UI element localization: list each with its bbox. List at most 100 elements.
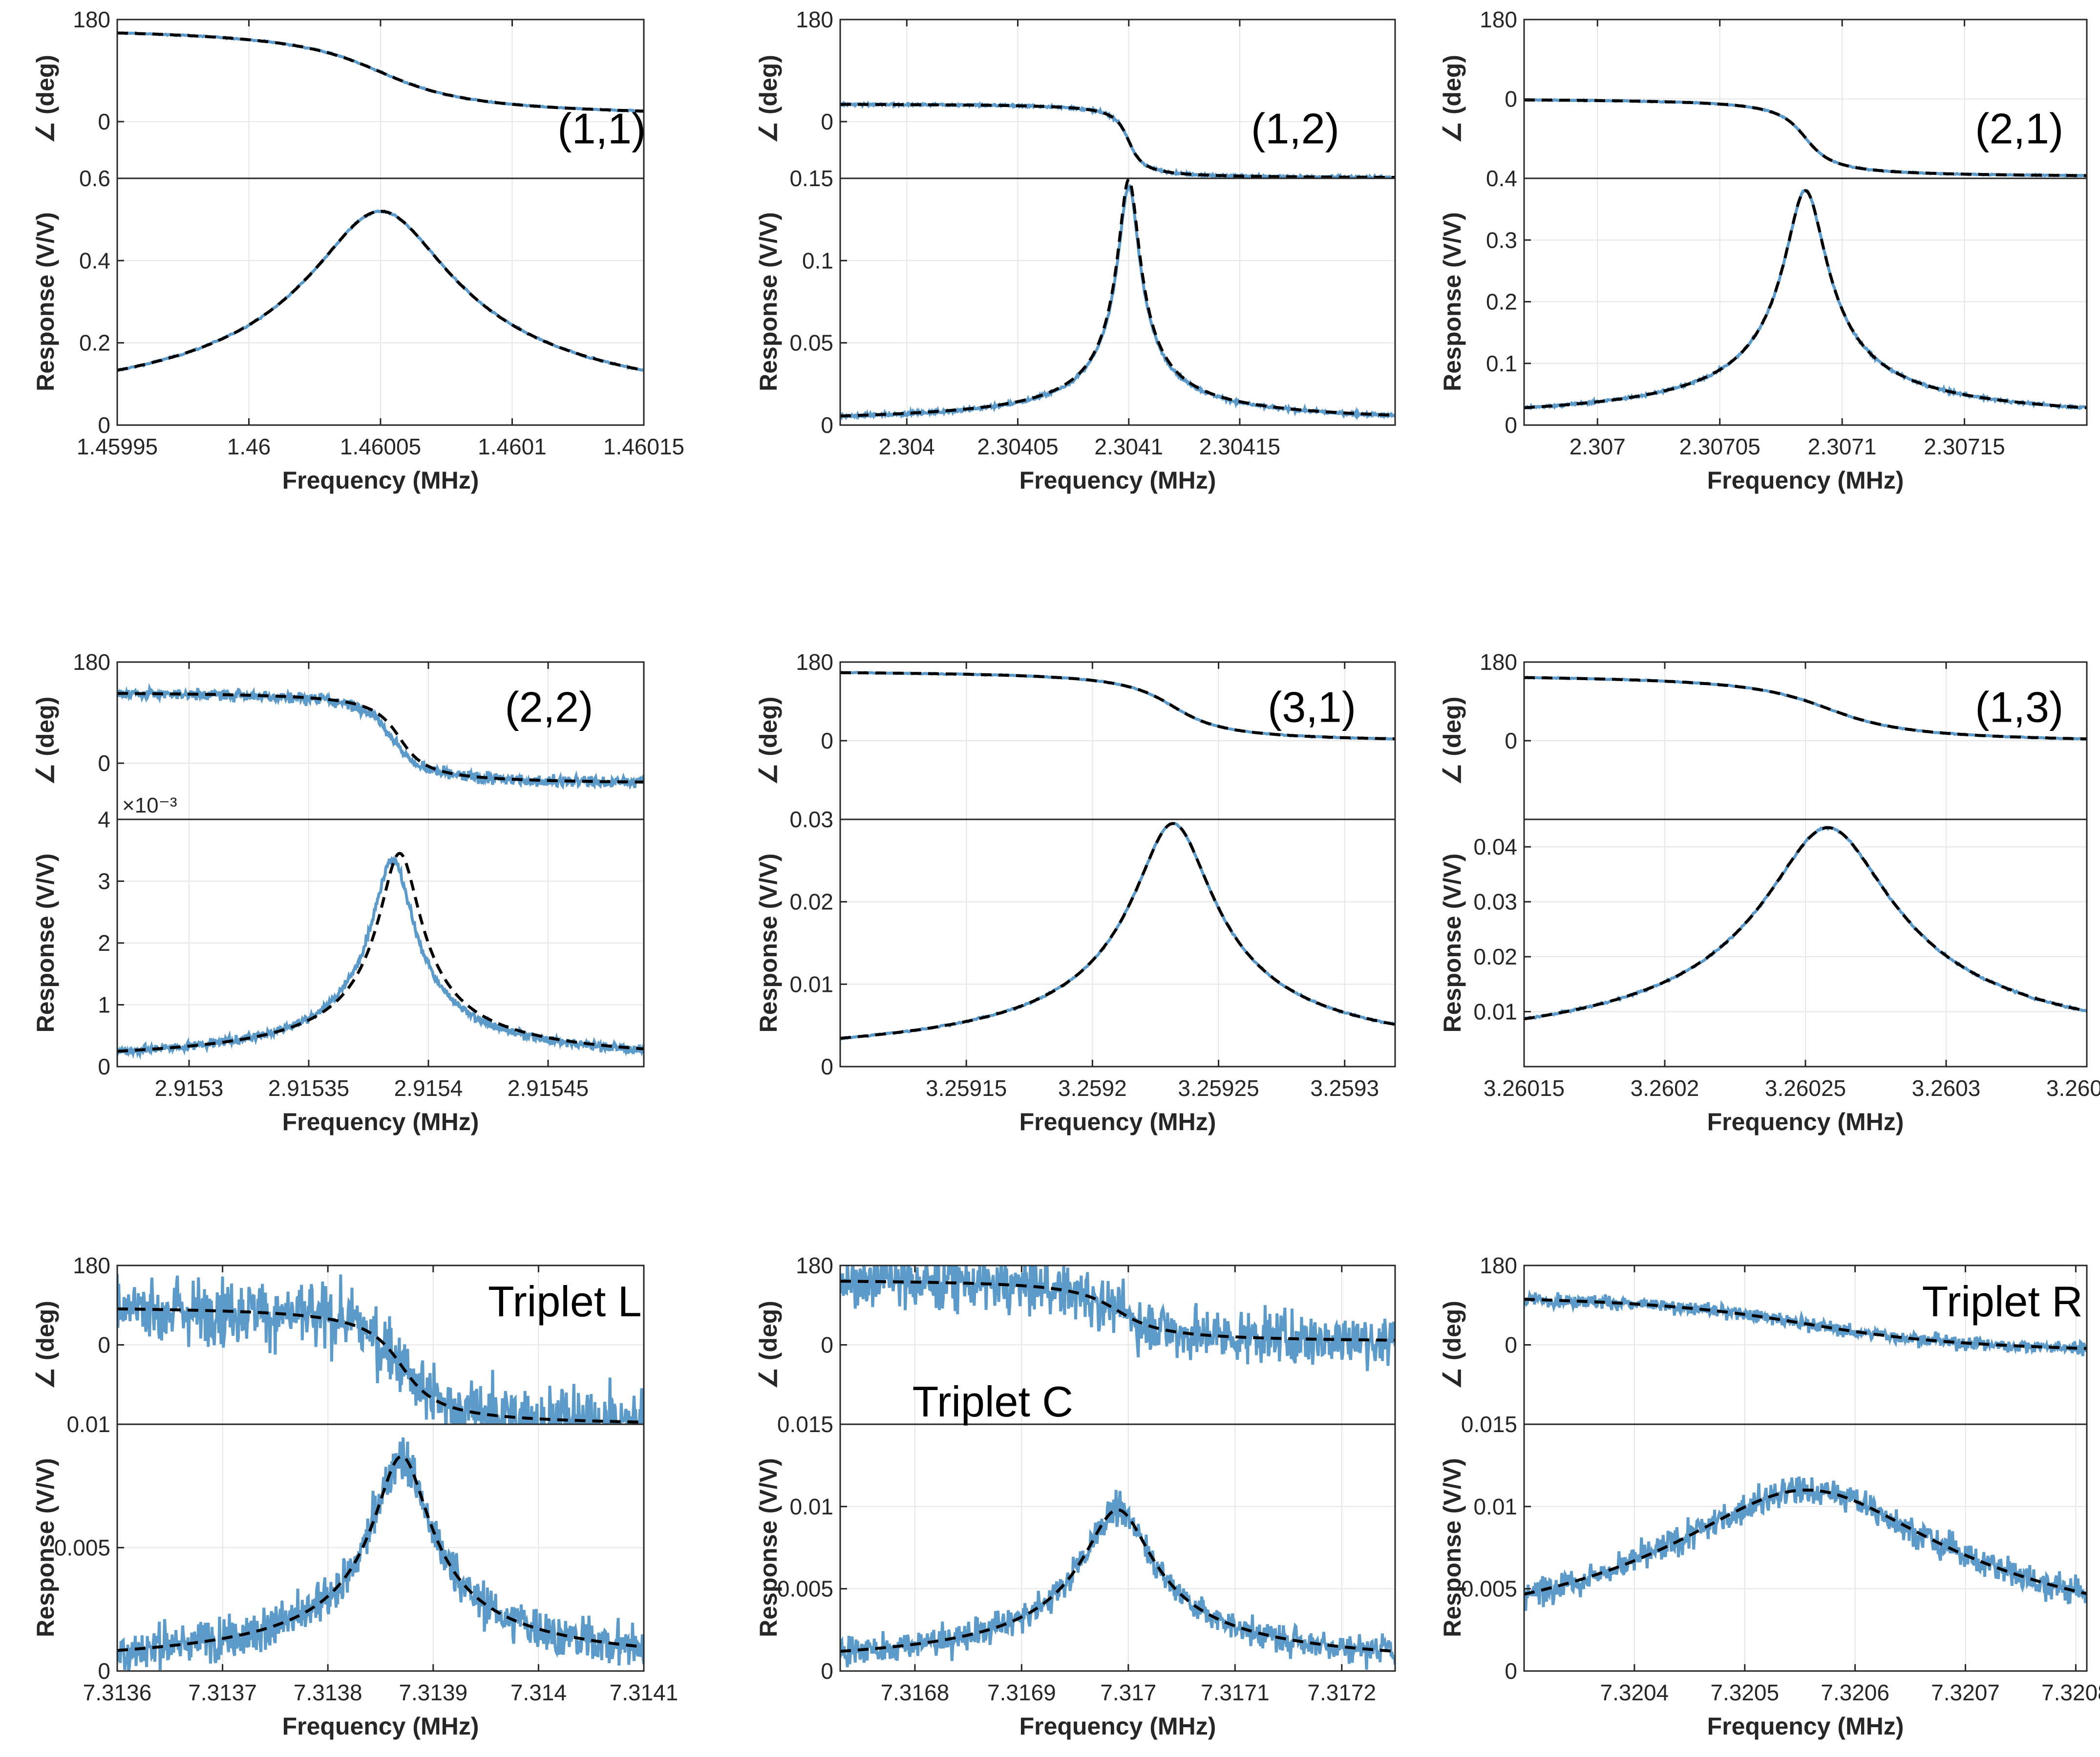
y-axis-label: Response (V/V) (755, 1458, 782, 1637)
panel-7: 7.3136 7.3137 7.3138 7.3139 7.314 7.3141 0 0.00… (32, 1253, 678, 1740)
x-tick-label: 2.3071 (1808, 434, 1877, 459)
y-tick-label: 0.005 (1461, 1576, 1517, 1602)
y-tick-label: 0.01 (1473, 1494, 1517, 1519)
x-tick-label: 3.26015 (1484, 1075, 1565, 1101)
fit-response-series (1524, 826, 2087, 1021)
y-tick-label: 1 (98, 992, 110, 1018)
x-tick-label: 3.26025 (1765, 1075, 1846, 1101)
phase-tick-label: 0 (821, 728, 833, 753)
y-axis-label: Response (V/V) (755, 212, 782, 391)
y-tick-label: 0 (821, 1658, 833, 1684)
mode-label: (2,2) (505, 683, 593, 731)
fit-phase-series (1524, 1298, 2087, 1350)
y-tick-label: 4 (98, 807, 110, 832)
y-tick-label: 0.04 (1473, 834, 1517, 859)
y-tick-label: 0.005 (54, 1535, 110, 1561)
phase-tick-label: 180 (796, 649, 833, 675)
x-tick-label: 2.91545 (508, 1075, 589, 1101)
response-axes-box (839, 177, 1396, 426)
panel-background (117, 662, 644, 1067)
phase-axis-label: ∠ (deg) (1439, 697, 1466, 785)
measured-response-series (117, 1437, 644, 1671)
x-tick-label: 3.25925 (1178, 1075, 1259, 1101)
x-tick-label: 7.3206 (1821, 1680, 1889, 1705)
phase-tick-label: 0 (821, 109, 833, 134)
y-tick-label: 0 (821, 412, 833, 438)
y-tick-label: 0 (98, 412, 110, 438)
panel-3: 2.307 2.30705 2.3071 2.30715 0 0.1 0.2 0.3 0.4 18… (1439, 7, 2088, 494)
x-tick-label: 2.304 (879, 434, 935, 459)
phase-tick-label: 0 (1505, 1332, 1517, 1358)
mode-label: (1,3) (1975, 683, 2063, 731)
y-tick-label: 0.03 (1473, 889, 1517, 915)
fit-response-series (840, 178, 1395, 418)
y-tick-label: 0.01 (789, 971, 833, 997)
response-axes-box (839, 1423, 1396, 1672)
mode-label: (2,1) (1975, 105, 2063, 153)
measured-response-series (840, 1490, 1395, 1670)
y-tick-label: 3 (98, 869, 110, 894)
phase-tick-label: 0 (98, 109, 110, 134)
phase-axis-label: ∠ (deg) (755, 55, 782, 143)
x-axis-label: Frequency (MHz) (282, 467, 479, 494)
phase-tick-label: 180 (796, 7, 833, 32)
x-tick-label: 7.3208 (2041, 1680, 2100, 1705)
fit-response-series (840, 822, 1395, 1040)
y-axis-label: Response (V/V) (32, 854, 59, 1033)
x-tick-label: 7.317 (1100, 1680, 1156, 1705)
y-exponent-label: ×10⁻³ (122, 793, 177, 817)
x-tick-label: 3.2593 (1310, 1075, 1379, 1101)
mode-label: (1,2) (1251, 105, 1339, 153)
panel-background (1524, 20, 2087, 425)
x-tick-label: 3.25915 (926, 1075, 1007, 1101)
panel-1: 1.45995 1.46 1.46005 1.4601 1.46015 0 0.2 0.4 0.… (32, 7, 684, 494)
mode-label: (1,1) (557, 105, 646, 153)
phase-tick-label: 0 (821, 1332, 833, 1358)
x-tick-label: 3.26035 (2046, 1075, 2100, 1101)
x-tick-label: 2.307 (1570, 434, 1626, 459)
x-tick-label: 1.46005 (340, 434, 421, 459)
y-tick-label: 0.02 (789, 889, 833, 915)
fit-response-series (840, 1508, 1395, 1653)
phase-tick-label: 180 (73, 1253, 110, 1278)
x-axis-label: Frequency (MHz) (1707, 1713, 1904, 1740)
phase-tick-label: 0 (98, 750, 110, 776)
y-tick-label: 0.015 (1461, 1412, 1517, 1437)
phase-tick-label: 0 (98, 1332, 110, 1358)
panel-background (840, 20, 1395, 425)
x-tick-label: 1.4601 (478, 434, 547, 459)
mode-label: Triplet L (488, 1277, 642, 1326)
x-tick-label: 1.46 (227, 434, 271, 459)
y-tick-label: 0 (1505, 412, 1517, 438)
y-tick-label: 0.4 (79, 248, 110, 273)
x-tick-label: 7.3138 (294, 1680, 362, 1705)
phase-tick-label: 180 (73, 649, 110, 675)
x-tick-label: 2.30705 (1679, 434, 1761, 459)
fit-phase-series (117, 692, 644, 784)
x-axis-label: Frequency (MHz) (1707, 1108, 1904, 1136)
mode-label: Triplet R (1922, 1277, 2083, 1326)
y-tick-label: 0.02 (1473, 944, 1517, 969)
response-axes-box (839, 818, 1396, 1068)
y-tick-label: 0.01 (1473, 999, 1517, 1025)
y-tick-label: 0.01 (66, 1412, 110, 1437)
y-tick-label: 0.005 (777, 1576, 833, 1602)
x-tick-label: 7.3137 (188, 1680, 257, 1705)
x-tick-label: 2.9153 (155, 1075, 224, 1101)
y-tick-label: 0.03 (789, 807, 833, 832)
y-tick-label: 0.6 (79, 166, 110, 191)
x-tick-label: 3.2603 (1912, 1075, 1981, 1101)
x-tick-label: 7.3171 (1201, 1680, 1270, 1705)
phase-axis-label: ∠ (deg) (32, 55, 59, 143)
panel-background (1524, 1265, 2087, 1671)
mode-label: Triplet C (912, 1377, 1073, 1426)
y-tick-label: 0.1 (802, 248, 833, 273)
fit-phase-series (840, 671, 1395, 741)
x-axis-label: Frequency (MHz) (1019, 467, 1216, 494)
fit-phase-series (840, 1280, 1395, 1342)
fit-response-series (117, 210, 644, 372)
x-axis-label: Frequency (MHz) (1019, 1108, 1216, 1136)
response-axes-box (1523, 1423, 2088, 1672)
phase-tick-label: 180 (1480, 1253, 1517, 1278)
measured-phase-series (117, 1274, 644, 1424)
